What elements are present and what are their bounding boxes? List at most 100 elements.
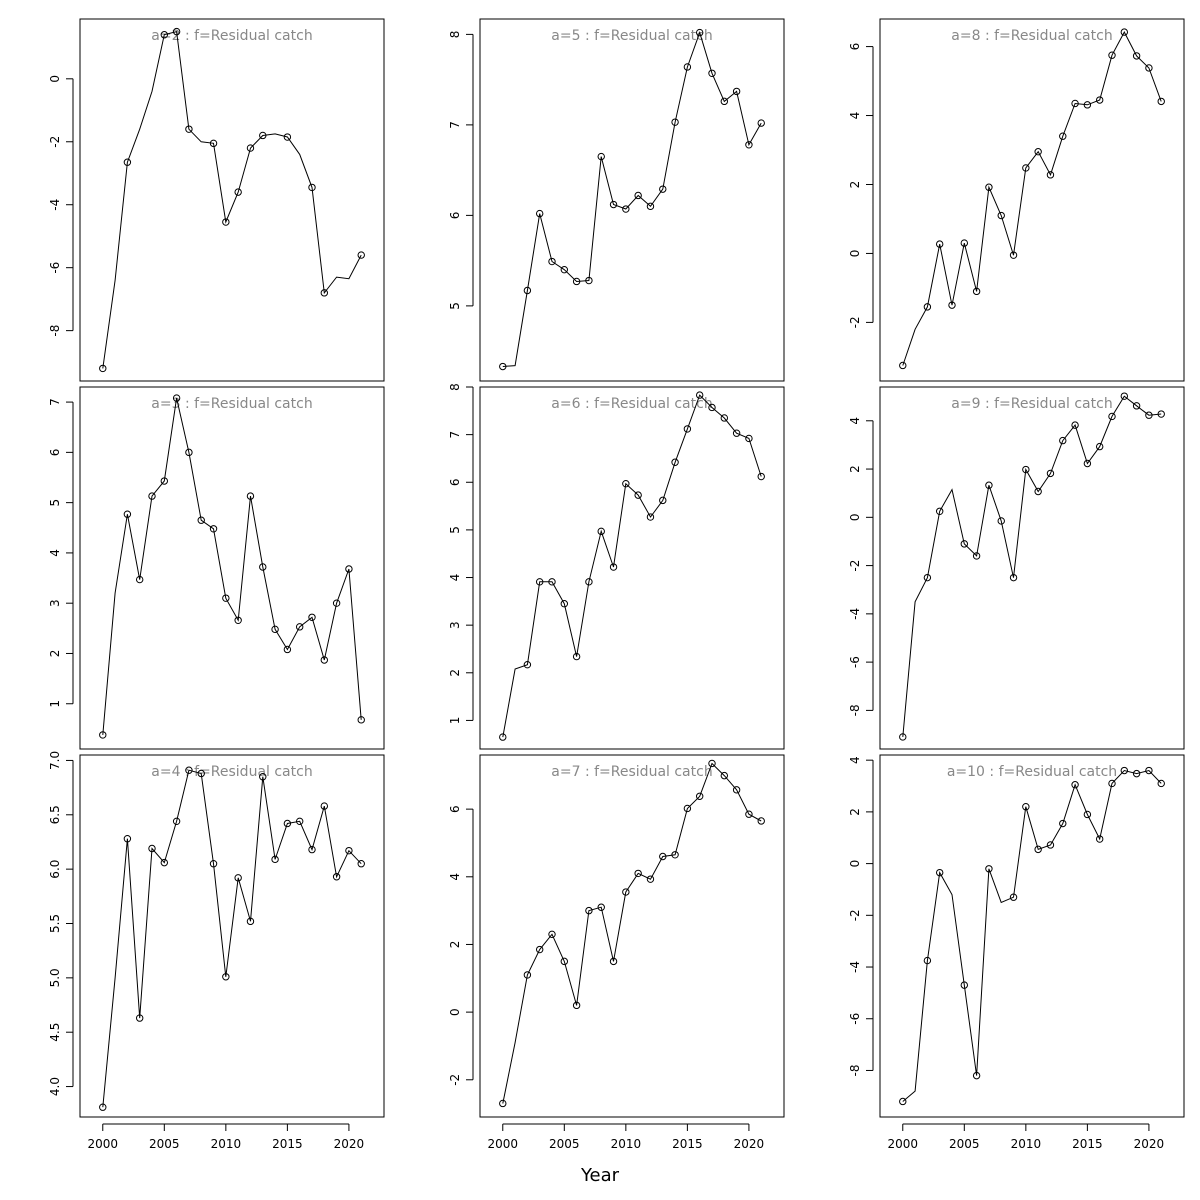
data-point [295, 623, 304, 631]
data-point [535, 945, 544, 954]
chart-panel: a=7 : f=Residual catch -2 0 2 4 6 2000 2005 2010… [448, 754, 785, 1151]
data-point [548, 930, 556, 939]
y-tick-label: 0 [448, 1008, 462, 1016]
data-point [1132, 402, 1141, 410]
data-point [259, 563, 267, 571]
y-tick-label: 6 [448, 805, 462, 813]
data-point [585, 578, 593, 586]
series-line [102, 30, 362, 369]
panel-title: a=4 : f=Residual catch [151, 764, 312, 780]
series-line [902, 769, 1162, 1102]
data-point [1046, 171, 1055, 179]
data-point [185, 448, 193, 457]
x-tick-label: 2020 [1134, 1137, 1165, 1151]
data-point [708, 759, 716, 768]
data-point [659, 185, 667, 193]
y-tick-label: -8 [848, 1064, 862, 1076]
data-point [609, 957, 618, 966]
y-tick-label: -4 [48, 199, 62, 211]
series-line [502, 31, 762, 367]
data-point [560, 600, 569, 608]
data-point [308, 845, 316, 854]
x-axis-label: Year [580, 1165, 620, 1186]
data-point [1059, 819, 1067, 828]
y-tick-label: -6 [848, 1013, 862, 1025]
data-point [1108, 51, 1116, 59]
data-point [972, 287, 981, 296]
data-point [123, 510, 132, 518]
data-point [222, 973, 230, 981]
y-tick-label: -6 [48, 262, 62, 274]
y-tick-label: -2 [48, 136, 62, 148]
data-point [1059, 132, 1067, 140]
y-tick-label: 2 [448, 941, 462, 949]
data-point [1071, 99, 1079, 108]
data-point [923, 956, 932, 965]
data-point [646, 875, 655, 883]
x-tick-label: 2010 [611, 1137, 642, 1151]
y-tick-label: 5 [448, 302, 462, 310]
y-tick-label: -2 [448, 1074, 462, 1086]
chart-panel: a=3 : f=Residual catch 1 2 3 4 5 6 7 [48, 386, 385, 750]
y-tick-label: 6 [448, 478, 462, 486]
y-tick-label: 2 [848, 808, 862, 816]
data-point [985, 481, 993, 489]
data-point [560, 957, 569, 966]
data-point [357, 716, 365, 724]
data-point [1120, 392, 1129, 400]
data-point [246, 144, 255, 152]
data-point [499, 362, 507, 371]
y-tick-label: 5 [48, 499, 62, 507]
y-tick-label: 0 [848, 250, 862, 258]
data-point [923, 303, 932, 311]
data-point [745, 810, 753, 818]
data-point [1157, 97, 1165, 106]
data-point [535, 578, 544, 586]
data-point [148, 492, 156, 500]
y-tick-label: 0 [848, 860, 862, 868]
x-tick-label: 2010 [1011, 1137, 1042, 1151]
data-point [499, 733, 507, 741]
y-tick-label: 0 [848, 513, 862, 521]
x-tick-label: 2000 [87, 1137, 118, 1151]
data-point [899, 361, 907, 370]
data-point [222, 218, 230, 226]
data-point [1022, 465, 1030, 474]
y-tick-label: 6 [48, 449, 62, 457]
panel-title: a=5 : f=Residual catch [551, 28, 712, 44]
data-point [99, 364, 107, 373]
chart-panel: a=6 : f=Residual catch 1 2 3 4 5 6 7 8 [448, 383, 785, 750]
data-point [695, 28, 704, 37]
series-line [502, 394, 762, 738]
plot-frame [879, 754, 1185, 1118]
data-point [160, 477, 169, 485]
panel-title: a=10 : f=Residual catch [947, 764, 1117, 780]
data-point [234, 874, 242, 882]
data-point [172, 27, 181, 36]
data-point [197, 516, 205, 524]
plot-frame [479, 386, 785, 750]
data-point [683, 425, 692, 433]
y-tick-label: 7.0 [48, 751, 62, 770]
y-tick-label: -6 [848, 656, 862, 668]
data-point [585, 906, 593, 915]
data-point [985, 865, 993, 873]
data-point [708, 403, 716, 412]
data-point [209, 139, 218, 148]
y-tick-label: 6 [448, 212, 462, 220]
data-point [622, 479, 630, 488]
data-point [923, 573, 932, 582]
y-tick-label: 5 [448, 526, 462, 534]
series-line [102, 769, 362, 1108]
data-point [234, 188, 242, 196]
y-tick-label: 2 [848, 465, 862, 473]
data-point [259, 131, 267, 140]
data-point [1071, 421, 1079, 429]
y-tick-label: 2 [448, 669, 462, 677]
x-tick-label: 2000 [887, 1137, 918, 1151]
data-point [671, 118, 679, 126]
data-point [283, 819, 292, 828]
data-point [1145, 411, 1153, 419]
data-point [123, 158, 132, 166]
